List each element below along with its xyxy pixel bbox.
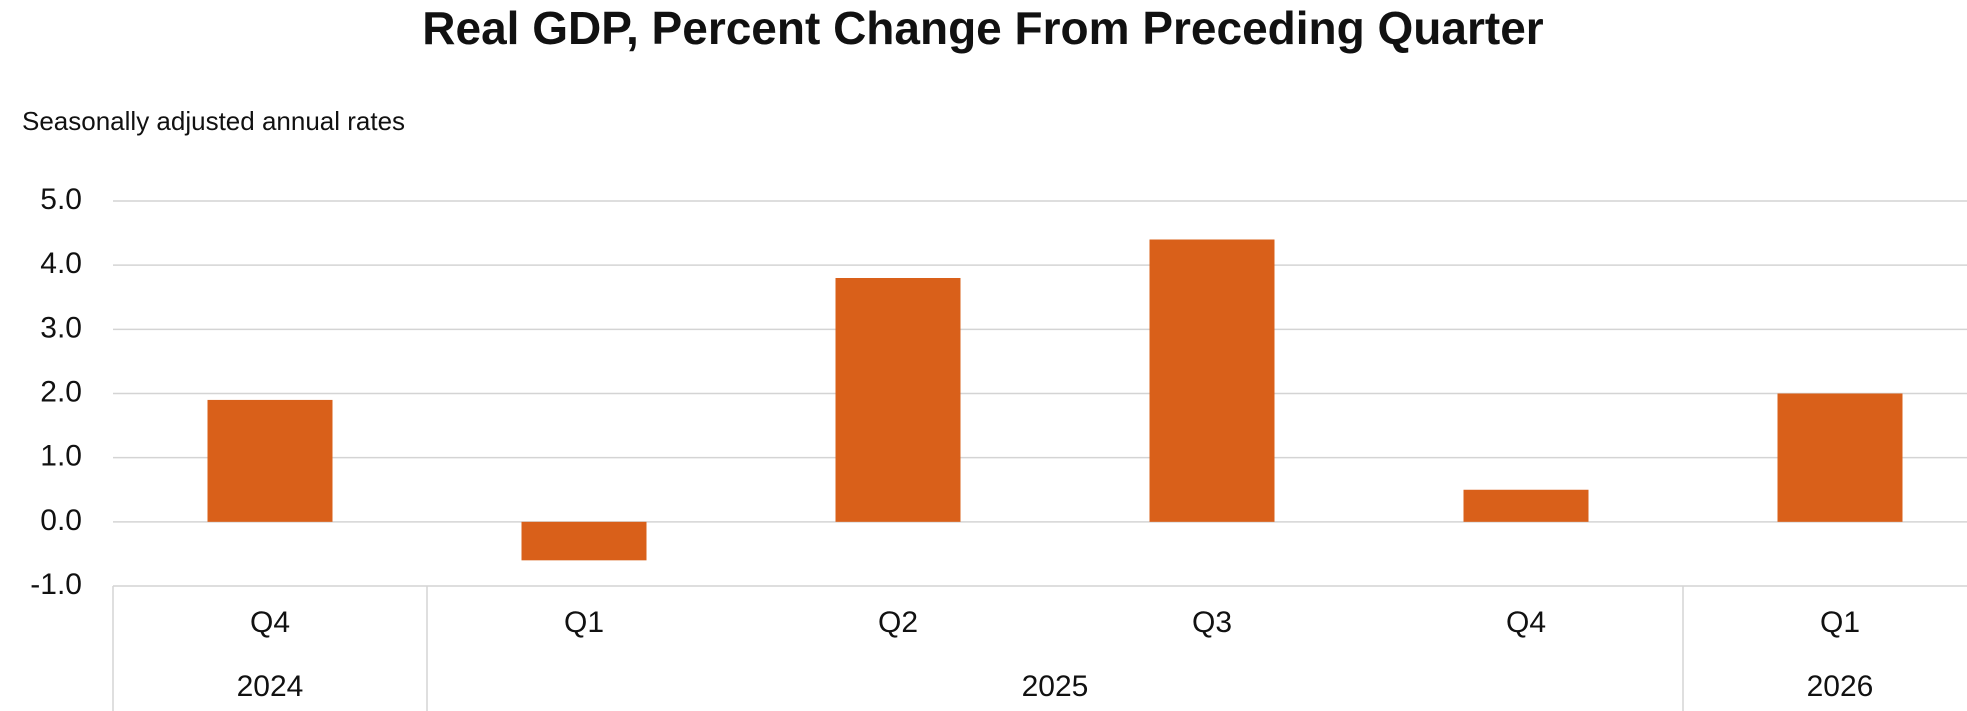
y-tick-label: 1.0 (40, 440, 82, 473)
chart-title: Real GDP, Percent Change From Preceding … (422, 2, 1543, 54)
bar (1149, 239, 1275, 522)
x-tick-label: Q4 (250, 606, 290, 639)
y-tick-label: 2.0 (40, 375, 82, 408)
bar (207, 399, 333, 522)
x-tick-label: Q1 (1820, 606, 1860, 639)
y-tick-label: 5.0 (40, 183, 82, 216)
y-tick-label: 4.0 (40, 247, 82, 280)
group-label: 2026 (1807, 670, 1874, 703)
bar (521, 521, 647, 561)
y-tick-label: 3.0 (40, 311, 82, 344)
bar (1777, 393, 1903, 522)
x-tick-label: Q2 (878, 606, 918, 639)
y-tick-label: 0.0 (40, 504, 82, 537)
x-tick-label: Q1 (564, 606, 604, 639)
chart-subtitle: Seasonally adjusted annual rates (22, 106, 405, 136)
x-tick-label: Q3 (1192, 606, 1232, 639)
group-label: 2025 (1022, 670, 1089, 703)
x-tick-label: Q4 (1506, 606, 1546, 639)
group-label: 2024 (237, 670, 304, 703)
y-tick-label: -1.0 (30, 568, 82, 601)
bar (1463, 489, 1589, 522)
bar (835, 278, 961, 522)
